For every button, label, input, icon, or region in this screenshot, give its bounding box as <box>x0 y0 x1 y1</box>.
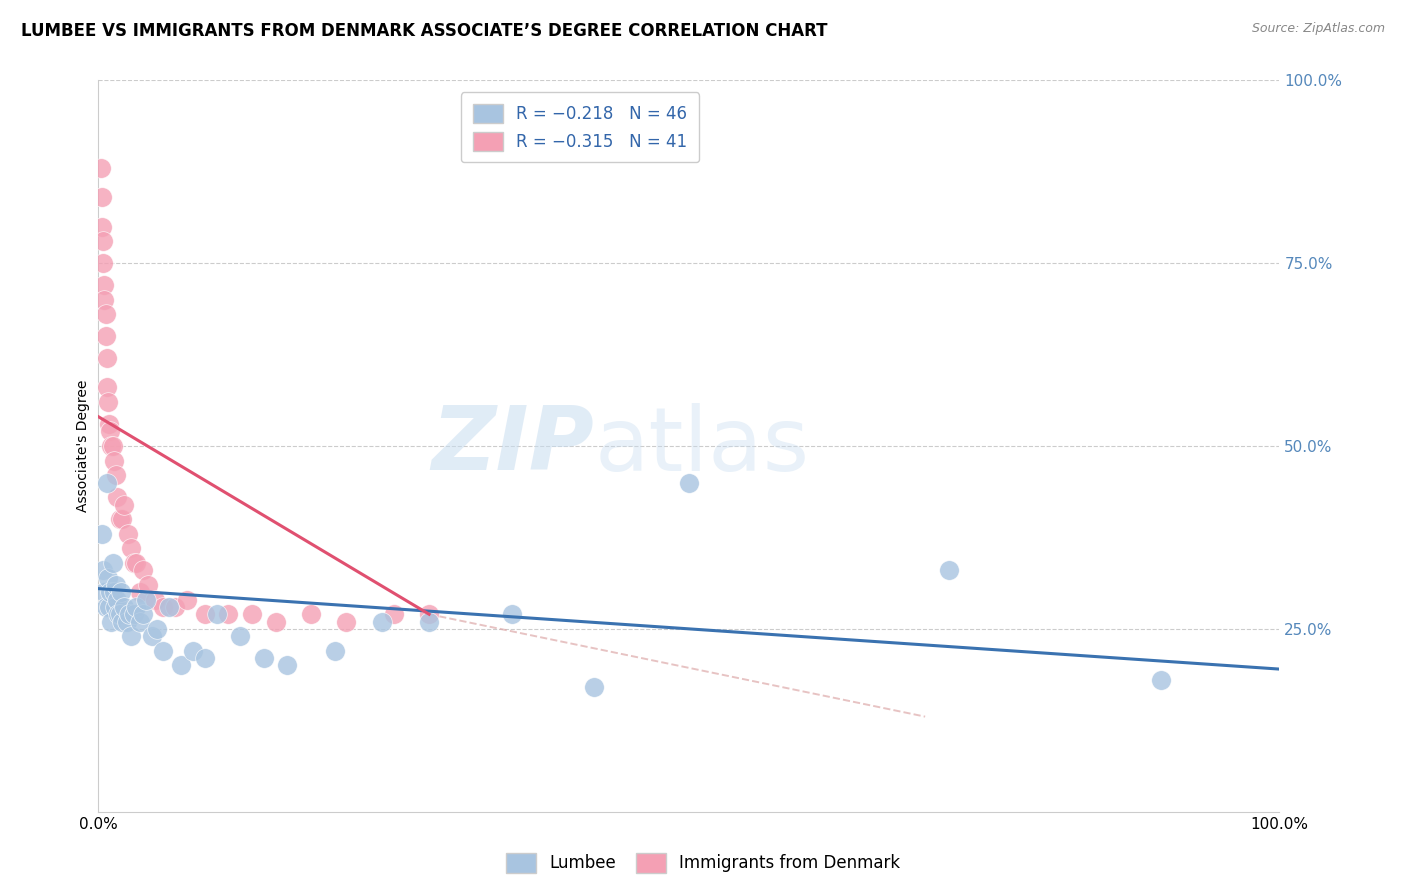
Point <box>115 615 138 629</box>
Point <box>98 425 121 439</box>
Text: atlas: atlas <box>595 402 810 490</box>
Point <box>170 658 193 673</box>
Point <box>136 578 159 592</box>
Point <box>240 607 263 622</box>
Point <box>93 278 115 293</box>
Point <box>121 541 143 556</box>
Point <box>125 599 148 614</box>
Point <box>371 615 394 629</box>
Point <box>122 556 145 570</box>
Point <box>108 512 131 526</box>
Point <box>94 599 117 614</box>
Point <box>418 615 440 629</box>
Point <box>91 563 114 577</box>
Point <box>112 599 135 614</box>
Point <box>103 585 125 599</box>
Point <box>938 563 960 577</box>
Point <box>94 307 117 321</box>
Point <box>97 571 120 585</box>
Point <box>152 644 174 658</box>
Point <box>299 607 322 622</box>
Point <box>111 615 134 629</box>
Point <box>97 395 120 409</box>
Point <box>1150 673 1173 687</box>
Point <box>103 453 125 467</box>
Point <box>90 161 112 175</box>
Point <box>112 498 135 512</box>
Point <box>98 417 121 431</box>
Point <box>382 607 405 622</box>
Point <box>143 592 166 607</box>
Point <box>91 256 114 270</box>
Point <box>98 585 121 599</box>
Point <box>105 592 128 607</box>
Point <box>152 599 174 614</box>
Legend: R = −0.218   N = 46, R = −0.315   N = 41: R = −0.218 N = 46, R = −0.315 N = 41 <box>461 92 699 162</box>
Point <box>146 622 169 636</box>
Point <box>125 556 148 570</box>
Point <box>132 563 155 577</box>
Y-axis label: Associate's Degree: Associate's Degree <box>76 380 90 512</box>
Legend: Lumbee, Immigrants from Denmark: Lumbee, Immigrants from Denmark <box>499 847 907 880</box>
Point <box>91 234 114 248</box>
Point <box>132 607 155 622</box>
Point <box>94 329 117 343</box>
Point <box>253 651 276 665</box>
Point <box>96 475 118 490</box>
Text: ZIP: ZIP <box>432 402 595 490</box>
Point <box>583 681 606 695</box>
Point <box>194 651 217 665</box>
Point <box>117 526 139 541</box>
Point <box>194 607 217 622</box>
Point <box>93 293 115 307</box>
Point <box>176 592 198 607</box>
Text: Source: ZipAtlas.com: Source: ZipAtlas.com <box>1251 22 1385 36</box>
Point <box>122 607 145 622</box>
Point <box>678 475 700 490</box>
Point <box>276 658 298 673</box>
Point <box>181 644 204 658</box>
Point <box>229 629 252 643</box>
Point <box>105 490 128 504</box>
Point <box>110 585 132 599</box>
Point <box>108 607 131 622</box>
Point <box>96 351 118 366</box>
Point <box>100 439 122 453</box>
Point <box>217 607 239 622</box>
Point <box>418 607 440 622</box>
Point <box>323 644 346 658</box>
Point <box>104 599 127 614</box>
Point <box>118 607 141 622</box>
Point <box>121 629 143 643</box>
Point <box>501 607 523 622</box>
Point <box>91 526 114 541</box>
Point <box>105 468 128 483</box>
Point <box>135 592 157 607</box>
Point <box>101 439 124 453</box>
Point <box>335 615 357 629</box>
Point <box>111 512 134 526</box>
Point <box>128 585 150 599</box>
Point <box>157 599 180 614</box>
Point <box>128 615 150 629</box>
Point <box>93 585 115 599</box>
Point <box>205 607 228 622</box>
Text: LUMBEE VS IMMIGRANTS FROM DENMARK ASSOCIATE’S DEGREE CORRELATION CHART: LUMBEE VS IMMIGRANTS FROM DENMARK ASSOCI… <box>21 22 828 40</box>
Point <box>91 190 114 204</box>
Point <box>107 607 129 622</box>
Point <box>98 599 121 614</box>
Point <box>96 380 118 394</box>
Point <box>165 599 187 614</box>
Point <box>141 629 163 643</box>
Point <box>100 615 122 629</box>
Point <box>105 578 128 592</box>
Point <box>91 219 114 234</box>
Point <box>264 615 287 629</box>
Point <box>101 556 124 570</box>
